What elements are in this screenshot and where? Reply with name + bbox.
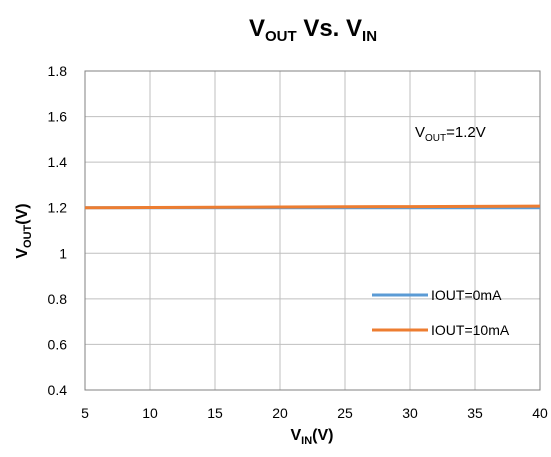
- y-tick-label: 1: [59, 245, 67, 261]
- y-tick-labels: 0.4 0.6 0.8 1 1.2 1.4 1.6 1.8: [48, 63, 68, 398]
- y-tick-label: 0.4: [48, 382, 68, 398]
- legend-label: IOUT=0mA: [431, 287, 502, 303]
- y-axis-label: VOUT(V): [14, 203, 34, 258]
- x-axis-label: VIN(V): [291, 427, 334, 447]
- x-tick-label: 40: [532, 405, 548, 421]
- title-sub: OUT: [265, 28, 297, 45]
- x-tick-label: 20: [272, 405, 288, 421]
- y-tick-label: 1.4: [48, 154, 68, 170]
- title-main: V: [249, 15, 265, 42]
- x-tick-label: 5: [81, 405, 89, 421]
- plot-area: [84, 70, 541, 391]
- y-tick-label: 1.8: [48, 63, 68, 79]
- vout-annotation: VOUT=1.2V: [415, 124, 486, 144]
- x-tick-label: 15: [207, 405, 223, 421]
- series-lines: [84, 204, 541, 210]
- x-tick-label: 25: [337, 405, 353, 421]
- x-tick-label: 10: [142, 405, 158, 421]
- y-tick-label: 1.2: [48, 200, 68, 216]
- x-tick-label: 35: [467, 405, 483, 421]
- x-tick-labels: 5 10 15 20 25 30 35 40: [81, 405, 548, 421]
- y-tick-label: 0.8: [48, 291, 68, 307]
- title-sub2: IN: [362, 28, 377, 45]
- y-tick-label: 0.6: [48, 336, 68, 352]
- title-mid: Vs. V: [297, 15, 362, 42]
- x-tick-label: 30: [402, 405, 418, 421]
- y-tick-label: 1.6: [48, 109, 68, 125]
- grid-lines: [85, 71, 540, 390]
- legend-label: IOUT=10mA: [431, 322, 510, 338]
- legend: IOUT=0mA IOUT=10mA: [372, 287, 510, 338]
- chart-title: VOUT Vs. VIN: [249, 15, 377, 45]
- series-line: [84, 204, 541, 210]
